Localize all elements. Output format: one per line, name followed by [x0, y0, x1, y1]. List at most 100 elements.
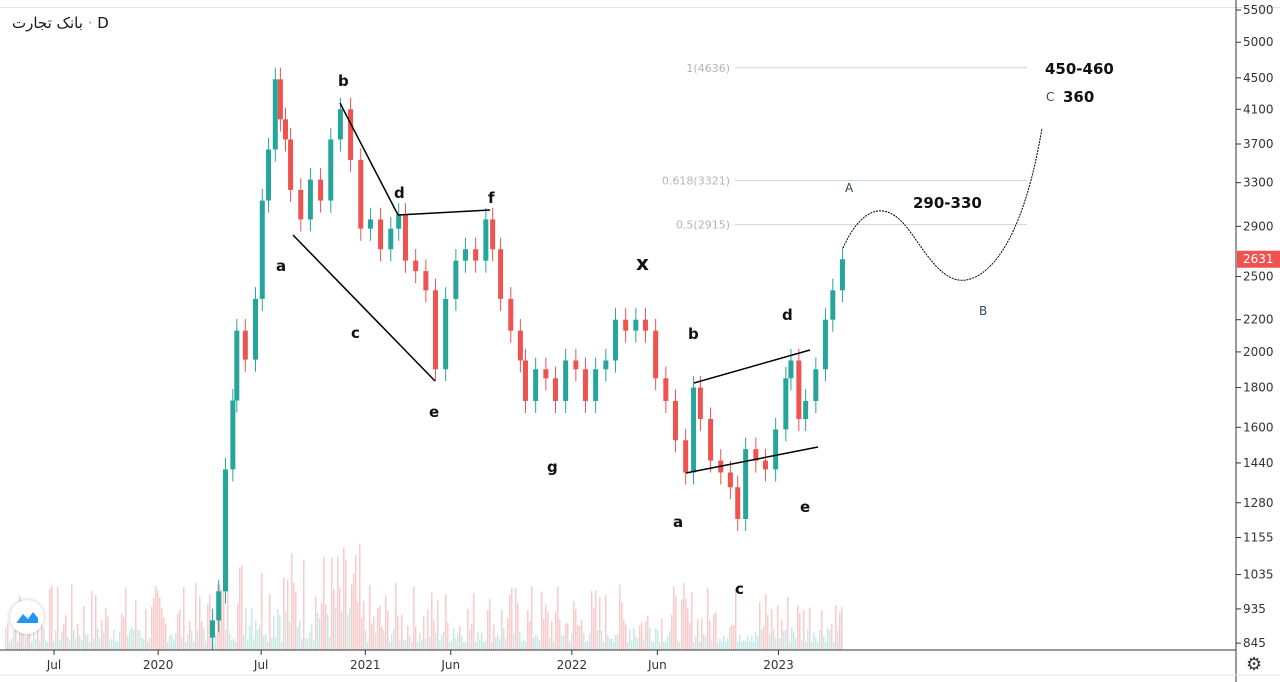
volume-bar: [803, 610, 805, 650]
volume-bar: [261, 572, 263, 650]
price-axis[interactable]: 5500 5000 4500 4100 3700 3300 2900 2500 2200 2000…: [1236, 3, 1274, 650]
volume-bar: [713, 614, 715, 650]
candle-body: [773, 429, 779, 470]
volume-bar: [611, 638, 613, 650]
y-tick-label: 2000: [1243, 345, 1274, 359]
volume-bar: [337, 556, 339, 650]
volume-bar: [457, 632, 459, 650]
volume-bar: [441, 634, 443, 650]
volume-bar: [541, 591, 543, 650]
projection-label: C: [1046, 90, 1054, 104]
candle-body: [230, 400, 236, 470]
volume-bar: [597, 629, 599, 650]
wave-label: b: [338, 72, 349, 90]
volume-bar: [629, 629, 631, 650]
volume-bar: [169, 635, 171, 650]
volume-bar: [235, 641, 237, 650]
candle: [663, 366, 669, 413]
volume-bar: [431, 592, 433, 650]
projection-curve[interactable]: [842, 127, 1043, 281]
volume-bar: [9, 641, 11, 650]
trendline[interactable]: [292, 234, 436, 382]
candle-body: [796, 360, 802, 419]
trendline[interactable]: [685, 446, 819, 474]
volume-bar: [583, 633, 585, 650]
candle-body: [209, 620, 215, 638]
volume-bar: [647, 615, 649, 650]
volume-bar: [107, 616, 109, 650]
symbol-title: بانک تجارت · D: [12, 14, 109, 32]
volume-bar: [59, 639, 61, 650]
volume-bar: [357, 602, 359, 650]
time-axis[interactable]: Jul 2020 Jul 2021 Jun 2022 Jun 2023: [46, 650, 794, 672]
volume-bar: [197, 629, 199, 650]
volume-bar: [679, 641, 681, 650]
volume-bar: [303, 560, 305, 650]
volume-bar: [121, 614, 123, 650]
candle-body: [623, 319, 629, 331]
volume-bar: [79, 635, 81, 650]
volume-bar: [49, 589, 51, 650]
volume-bar: [349, 607, 351, 650]
volume-bar: [225, 629, 227, 650]
volume-bar: [759, 601, 761, 650]
candle: [683, 428, 689, 485]
candle-body: [593, 369, 599, 401]
trendline[interactable]: [339, 102, 399, 216]
volume-bar: [351, 584, 353, 650]
volume-bar: [815, 637, 817, 650]
candle-body: [367, 219, 373, 229]
candle: [367, 207, 373, 241]
volume-bar: [573, 601, 575, 650]
volume-bar: [347, 615, 349, 650]
volume-bar: [385, 595, 387, 650]
wave-label: c: [351, 324, 360, 342]
tradingview-logo[interactable]: [10, 600, 44, 634]
volume-bar: [289, 621, 291, 650]
candle-body: [533, 369, 539, 401]
volume-bar: [599, 597, 601, 650]
trendline[interactable]: [397, 209, 491, 216]
volume-bar: [659, 641, 661, 650]
volume-bar: [39, 640, 41, 650]
volume-bar: [299, 619, 301, 650]
candle: [216, 579, 222, 633]
candle: [462, 237, 468, 273]
volume-bar: [25, 637, 27, 650]
trend-drawings: [292, 102, 1043, 474]
symbol-name: بانک تجارت: [12, 14, 83, 32]
volume-bar: [519, 631, 521, 650]
volume-bar: [5, 627, 7, 650]
volume-bar: [93, 638, 95, 650]
volume-bar: [231, 640, 233, 650]
volume-bar: [83, 606, 85, 650]
candle-body: [498, 249, 504, 299]
candle: [612, 308, 618, 373]
interval-label[interactable]: D: [97, 14, 109, 32]
volume-bar: [621, 602, 623, 650]
candle: [735, 475, 741, 532]
candle-body: [432, 290, 438, 370]
settings-gear-icon[interactable]: ⚙: [1246, 654, 1263, 675]
volume-bar: [17, 641, 19, 650]
volume-bar: [773, 629, 775, 650]
trendline[interactable]: [693, 349, 811, 384]
volume-bar: [515, 588, 517, 650]
volume-bar: [369, 585, 371, 650]
volume-bar: [507, 618, 509, 650]
volume-bar: [277, 609, 279, 650]
volume-bar: [575, 608, 577, 650]
candle-body: [402, 214, 408, 261]
candle: [378, 207, 384, 262]
candle: [234, 319, 240, 413]
volume-bar: [293, 582, 295, 650]
candle: [691, 375, 697, 485]
candle: [282, 107, 288, 152]
volume-bar: [651, 641, 653, 650]
volume-bar: [321, 602, 323, 650]
candle-body: [753, 449, 759, 461]
candle: [543, 357, 549, 391]
volume-bar: [487, 610, 489, 650]
volume-bar: [211, 627, 213, 650]
